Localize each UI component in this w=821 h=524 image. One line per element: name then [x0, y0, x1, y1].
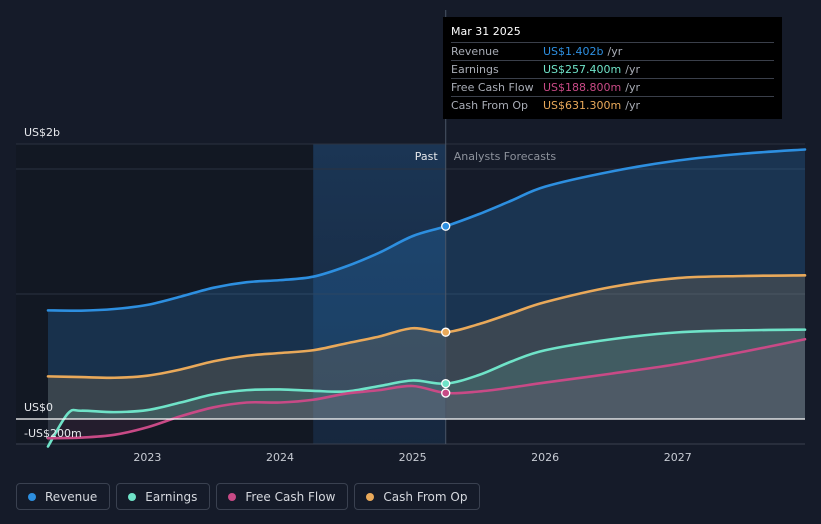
y-axis-label-zero: US$0 — [24, 401, 53, 414]
cash-from-op-dot-icon — [366, 492, 375, 501]
legend-label: Free Cash Flow — [245, 489, 336, 504]
x-tick-label: 2026 — [531, 451, 559, 464]
revenue-area — [48, 149, 805, 419]
tooltip-value: US$1.402b — [543, 45, 604, 58]
tooltip-unit: /yr — [625, 81, 640, 94]
tooltip-date: Mar 31 2025 — [451, 25, 521, 38]
tooltip-unit: /yr — [625, 99, 640, 112]
past-label: Past — [415, 150, 439, 163]
tooltip-value: US$188.800m — [543, 81, 622, 94]
tooltip-label: Cash From Op — [451, 99, 529, 112]
chart-legend: Revenue Earnings Free Cash Flow Cash Fro… — [16, 483, 481, 510]
revenue-marker — [441, 221, 451, 231]
earnings-marker — [441, 378, 451, 389]
legend-item-earnings[interactable]: Earnings — [116, 483, 211, 510]
tooltip-unit: /yr — [625, 63, 640, 76]
free-cash-flow-line — [46, 337, 807, 440]
tooltip-label: Revenue — [451, 45, 499, 58]
free-cash-flow-marker — [441, 388, 451, 398]
tooltip-value: US$631.300m — [543, 99, 622, 112]
legend-label: Revenue — [45, 489, 98, 504]
legend-label: Cash From Op — [383, 489, 468, 504]
forecast-label: Analysts Forecasts — [454, 150, 557, 163]
cash-from-op-line — [46, 274, 807, 380]
y-axis-label-negative: -US$200m — [24, 427, 82, 440]
tooltip-row-cash-from-op: Cash From Op US$631.300m /yr — [451, 96, 774, 114]
tooltip-unit: /yr — [607, 45, 623, 58]
earnings-dot-icon — [128, 492, 137, 501]
data-tooltip: Mar 31 2025 Revenue US$1.402b /yr Earnin… — [443, 17, 782, 119]
cash-from-op-area — [48, 275, 805, 419]
legend-item-free-cash-flow[interactable]: Free Cash Flow — [216, 483, 349, 510]
tooltip-label: Free Cash Flow — [451, 81, 534, 94]
x-axis-ticks: 2023 2024 2025 2026 2027 — [133, 451, 691, 464]
tooltip-label: Earnings — [451, 63, 499, 76]
y-axis-label-top: US$2b — [24, 126, 60, 139]
x-tick-label: 2027 — [664, 451, 692, 464]
legend-item-revenue[interactable]: Revenue — [16, 483, 111, 510]
legend-label: Earnings — [145, 489, 198, 504]
tooltip-row-revenue: Revenue US$1.402b /yr — [451, 42, 774, 60]
revenue-dot-icon — [28, 492, 36, 501]
x-tick-label: 2023 — [133, 451, 161, 464]
revenue-line — [46, 148, 807, 313]
tooltip-row-earnings: Earnings US$257.400m /yr — [451, 60, 774, 78]
series-lines — [46, 148, 807, 448]
x-tick-label: 2024 — [266, 451, 294, 464]
legend-item-cash-from-op[interactable]: Cash From Op — [354, 483, 481, 510]
x-tick-label: 2025 — [399, 451, 427, 464]
free-cash-flow-dot-icon — [228, 492, 237, 501]
earnings-line — [46, 328, 807, 448]
tooltip-row-free-cash-flow: Free Cash Flow US$188.800m /yr — [451, 78, 774, 96]
tooltip-value: US$257.400m — [543, 63, 622, 76]
gridlines — [16, 143, 805, 445]
highlight-markers — [441, 221, 451, 398]
cash-from-op-marker — [441, 327, 451, 337]
